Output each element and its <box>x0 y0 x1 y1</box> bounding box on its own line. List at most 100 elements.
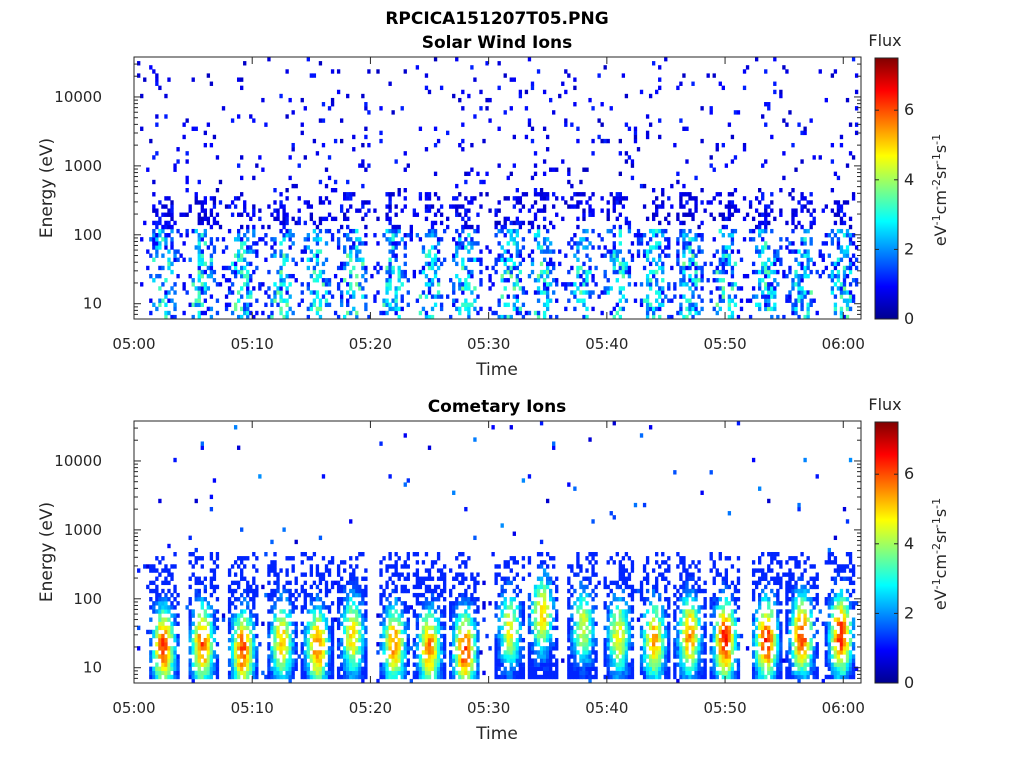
heatmap-cell <box>288 650 292 655</box>
heatmap-cell <box>236 666 241 672</box>
heatmap-cell <box>412 273 417 279</box>
heatmap-cell <box>252 674 256 680</box>
heatmap-cell <box>509 646 513 651</box>
heatmap-cell <box>721 269 725 275</box>
heatmap-cell <box>464 298 468 303</box>
heatmap-cell <box>346 666 350 672</box>
heatmap-cell <box>155 208 159 213</box>
heatmap-cell <box>197 556 201 561</box>
heatmap-cell <box>273 564 277 569</box>
heatmap-cell <box>321 102 326 107</box>
heatmap-cell <box>442 609 447 614</box>
heatmap-cell <box>285 629 289 635</box>
heatmap-cell <box>252 212 256 217</box>
heatmap-cell <box>679 302 683 308</box>
heatmap-cell <box>152 629 156 635</box>
heatmap-cell <box>152 233 156 238</box>
heatmap-cell <box>327 228 332 234</box>
heatmap-cell <box>779 212 783 217</box>
heatmap-cell <box>209 662 214 667</box>
heatmap-cell <box>170 208 174 213</box>
heatmap-cell <box>455 637 459 643</box>
heatmap-cell <box>588 265 592 271</box>
heatmap-cell <box>721 142 725 148</box>
heatmap-cell <box>730 212 735 217</box>
heatmap-cell <box>758 233 762 238</box>
heatmap-cell <box>664 237 668 242</box>
heatmap-cell <box>243 204 247 209</box>
heatmap-cell <box>464 658 468 663</box>
heatmap-cell <box>267 629 271 635</box>
heatmap-cell <box>315 241 320 246</box>
heatmap-cell <box>549 625 553 631</box>
heatmap-cell <box>627 269 632 275</box>
heatmap-cell <box>149 253 153 258</box>
heatmap-cell <box>600 102 604 107</box>
heatmap-cell <box>230 310 235 316</box>
heatmap-cell <box>382 625 386 631</box>
heatmap-cell <box>224 278 229 283</box>
heatmap-cell <box>394 310 398 316</box>
heatmap-cell <box>700 220 704 226</box>
heatmap-cell <box>318 306 323 312</box>
heatmap-cell <box>227 646 232 651</box>
heatmap-cell <box>679 310 683 316</box>
heatmap-cell <box>800 302 804 308</box>
heatmap-cell <box>545 249 550 254</box>
heatmap-cell <box>467 674 471 680</box>
heatmap-cell <box>555 584 559 590</box>
heatmap-cell <box>176 249 180 254</box>
heatmap-cell <box>636 147 641 152</box>
heatmap-cell <box>591 552 595 557</box>
heatmap-cell <box>312 666 317 672</box>
heatmap-cell <box>246 286 250 291</box>
heatmap-cell <box>352 646 356 651</box>
heatmap-cell <box>227 204 232 209</box>
heatmap-cell <box>512 220 516 226</box>
heatmap-cell <box>212 666 217 672</box>
heatmap-cell <box>315 290 320 295</box>
heatmap-cell <box>642 253 647 258</box>
heatmap-cell <box>415 625 420 631</box>
heatmap-cell <box>552 556 556 561</box>
heatmap-cell <box>436 670 441 676</box>
heatmap-cell <box>197 290 201 295</box>
heatmap-cell <box>288 642 292 647</box>
heatmap-cell <box>397 670 401 676</box>
heatmap-cell <box>327 605 332 610</box>
heatmap-cell <box>236 77 241 82</box>
x-tick-label: 05:30 <box>467 335 510 353</box>
heatmap-cell <box>655 233 659 238</box>
heatmap-cell <box>582 666 586 672</box>
heatmap-cell <box>542 269 547 275</box>
heatmap-cell <box>515 278 519 283</box>
heatmap-cell <box>382 605 386 610</box>
heatmap-cell <box>361 204 365 209</box>
heatmap-cell <box>309 609 314 614</box>
heatmap-cell <box>403 609 407 614</box>
heatmap-cell <box>339 302 344 308</box>
heatmap-cell <box>327 633 332 639</box>
heatmap-cell <box>203 658 207 663</box>
heatmap-cell <box>579 592 583 598</box>
heatmap-cell <box>770 306 774 312</box>
heatmap-cell <box>364 613 368 618</box>
heatmap-cell <box>718 269 722 275</box>
heatmap-cell <box>352 572 356 577</box>
heatmap-cell <box>361 601 365 606</box>
heatmap-cell <box>764 204 768 209</box>
heatmap-cell <box>545 674 550 680</box>
heatmap-cell <box>206 670 211 676</box>
heatmap-cell <box>527 556 532 561</box>
heatmap-cell <box>212 637 217 643</box>
heatmap-cell <box>618 261 622 267</box>
heatmap-cell <box>212 576 217 581</box>
heatmap-cell <box>173 666 177 672</box>
heatmap-cell <box>455 576 459 581</box>
heatmap-cell <box>412 584 417 590</box>
heatmap-cell <box>161 588 165 594</box>
heatmap-cell <box>673 294 677 299</box>
heatmap-cell <box>355 228 359 234</box>
heatmap-cell <box>233 306 238 312</box>
heatmap-cell <box>500 633 504 639</box>
